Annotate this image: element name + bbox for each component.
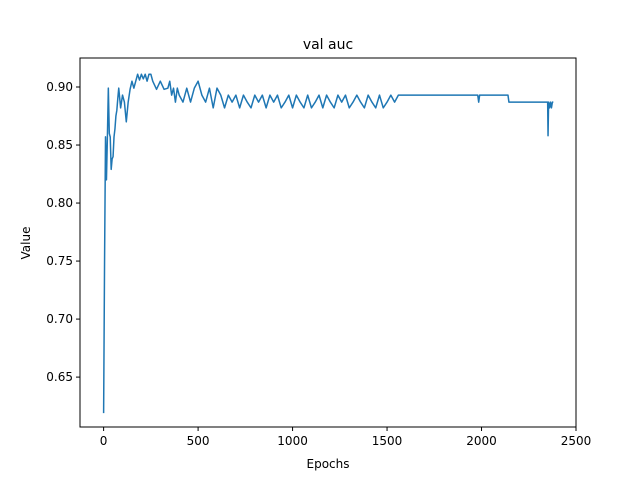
y-tick-label: 0.80 (46, 196, 73, 210)
x-tick-label: 1000 (277, 434, 308, 448)
y-tick-label: 0.85 (46, 138, 73, 152)
y-tick-label: 0.90 (46, 80, 73, 94)
x-tick-label: 500 (187, 434, 210, 448)
plot-frame (79, 57, 577, 428)
series-line-0 (102, 73, 554, 414)
y-axis-label: Value (19, 227, 33, 260)
x-axis-label: Epochs (307, 457, 350, 471)
chart-title: val auc (303, 37, 353, 53)
x-tick-label: 0 (100, 434, 108, 448)
x-tick-label: 1500 (372, 434, 403, 448)
x-tick-label: 2000 (466, 434, 497, 448)
y-tick-label: 0.75 (46, 254, 73, 268)
y-tick-label: 0.70 (46, 312, 73, 326)
y-tick-label: 0.65 (46, 370, 73, 384)
x-tick-label: 2500 (561, 434, 592, 448)
